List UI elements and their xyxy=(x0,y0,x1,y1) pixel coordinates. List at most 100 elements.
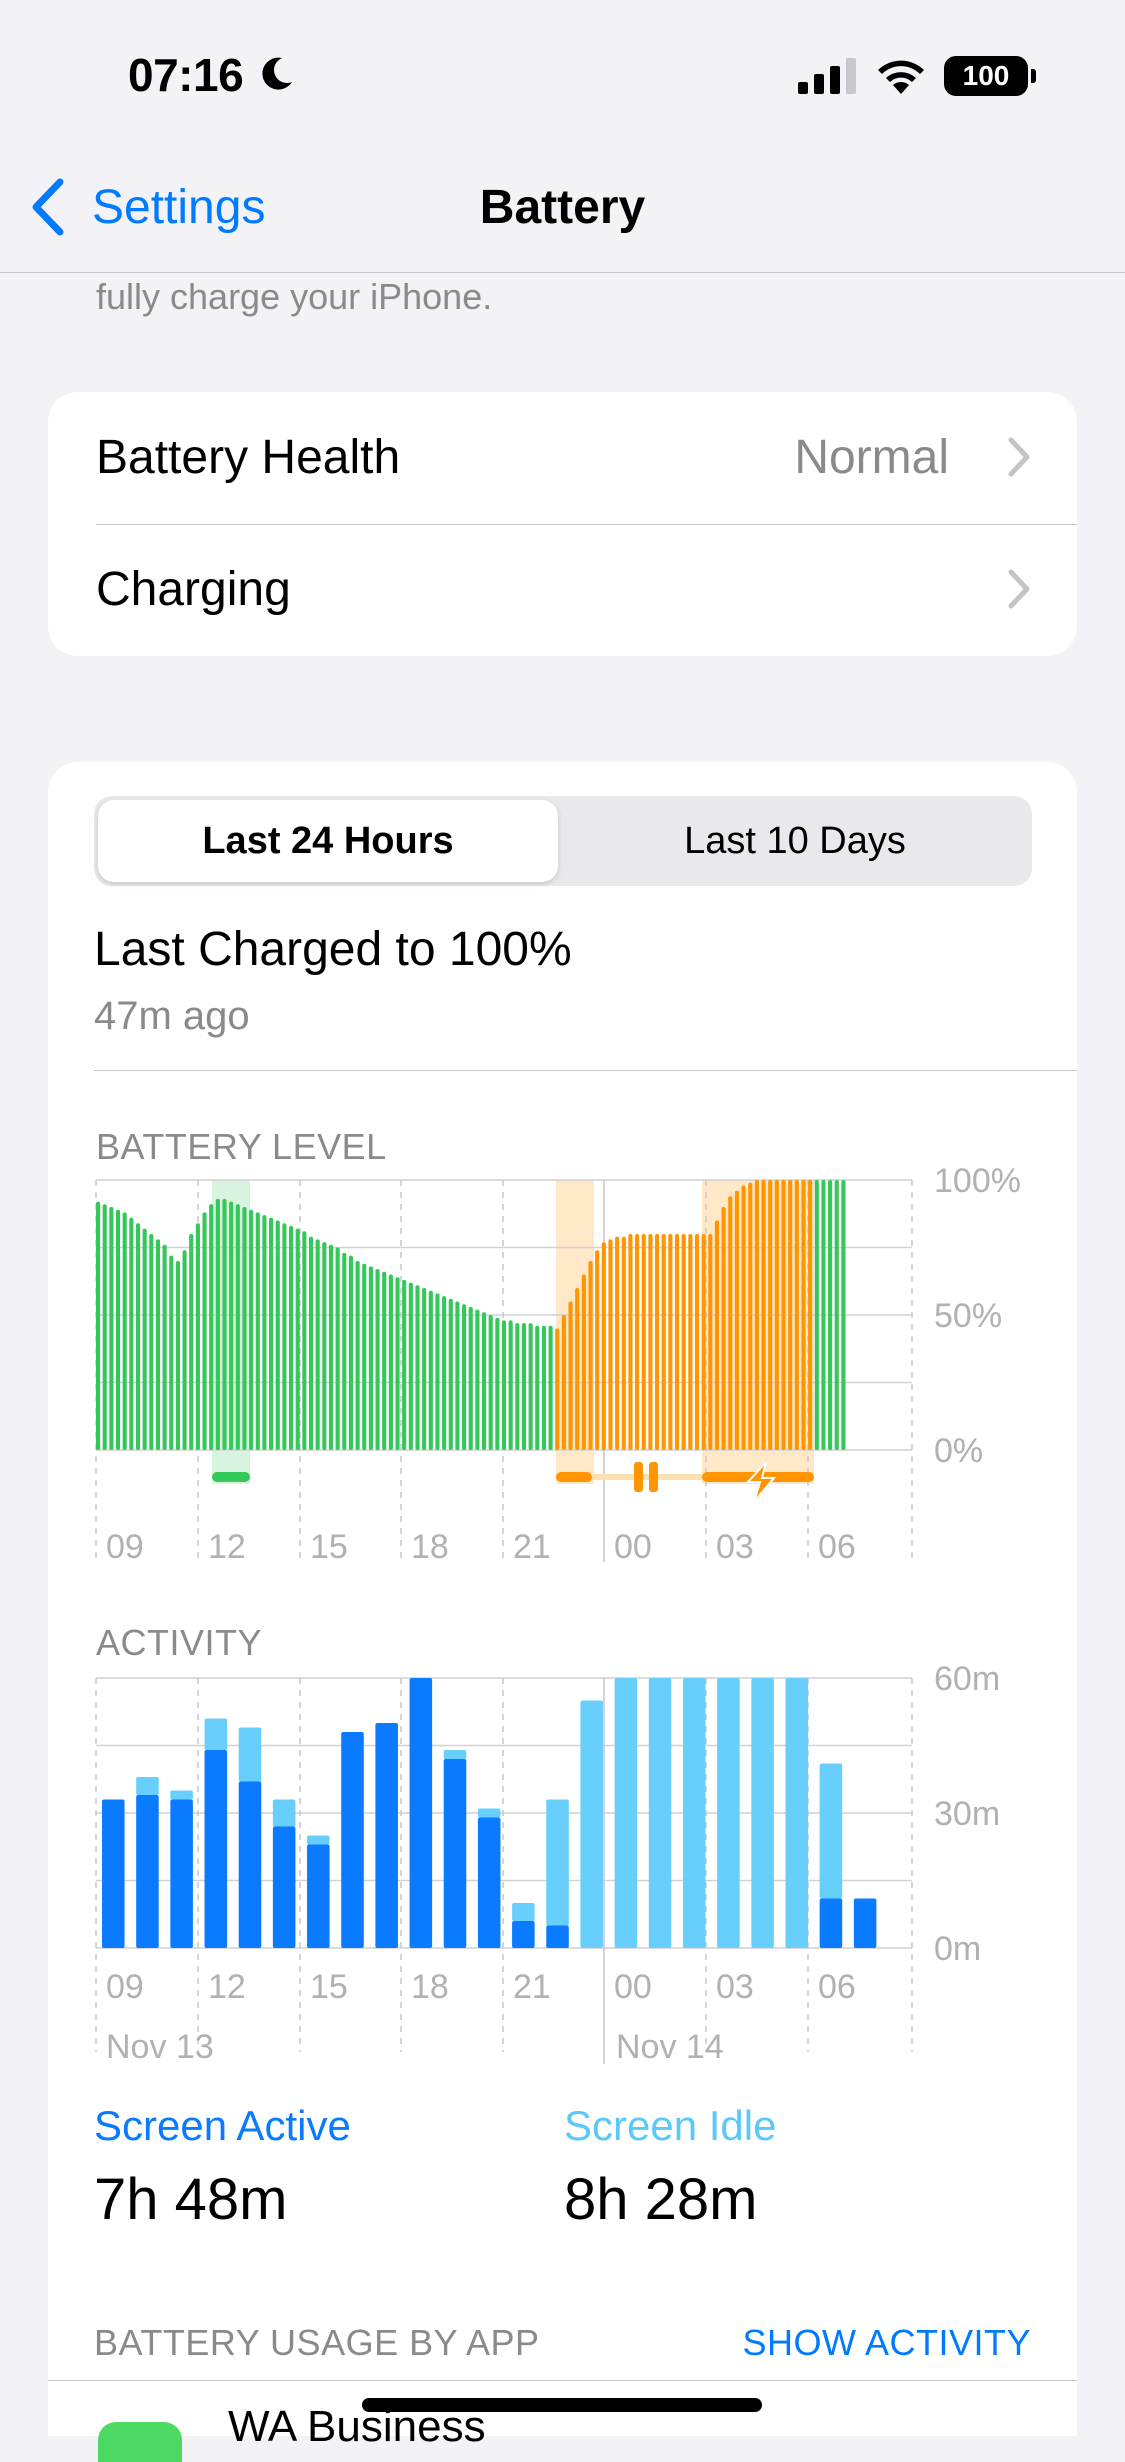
x-axis-label: 21 xyxy=(513,1968,551,2006)
battery-bar xyxy=(781,1180,786,1450)
activity-bar-idle xyxy=(580,1700,603,1948)
activity-bar-idle xyxy=(614,1678,638,1948)
battery-bar xyxy=(621,1236,626,1450)
activity-bar-idle xyxy=(819,1763,843,1899)
x-axis-label: 12 xyxy=(208,1528,246,1566)
activity-bar-active xyxy=(443,1759,467,1948)
battery-bar xyxy=(96,1201,101,1450)
battery-bar xyxy=(362,1263,367,1450)
battery-bar xyxy=(548,1325,553,1450)
x-axis-label: 18 xyxy=(411,1528,449,1566)
battery-bar xyxy=(595,1250,600,1450)
battery-bar xyxy=(568,1301,573,1450)
activity-bar-idle xyxy=(204,1718,228,1750)
screen-active-label: Screen Active xyxy=(94,2102,351,2149)
screen-idle-label: Screen Idle xyxy=(564,2102,777,2149)
battery-bar xyxy=(302,1231,307,1450)
battery-bar xyxy=(269,1217,274,1450)
activity-bar-idle xyxy=(512,1903,535,1921)
battery-bar xyxy=(674,1234,680,1450)
charge-segment xyxy=(556,1472,592,1482)
home-indicator xyxy=(362,2398,762,2412)
pause-icon xyxy=(649,1462,658,1492)
activity-bar-active xyxy=(409,1678,433,1948)
battery-bar xyxy=(821,1180,826,1450)
battery-bar xyxy=(149,1234,154,1450)
segment-last-10-days[interactable]: Last 10 Days xyxy=(684,820,906,862)
battery-bar xyxy=(734,1190,739,1450)
battery-bar xyxy=(648,1234,653,1450)
battery-bar xyxy=(415,1285,420,1450)
activity-bar-idle xyxy=(136,1777,159,1795)
activity-bar-idle xyxy=(785,1678,809,1948)
activity-bar-active xyxy=(204,1750,228,1948)
segment-last-24-hours[interactable]: Last 24 Hours xyxy=(202,820,454,862)
battery-health-row[interactable]: Battery Health Normal xyxy=(48,392,1077,524)
activity-label: ACTIVITY xyxy=(96,1622,263,1663)
back-button[interactable]: Settings xyxy=(92,181,266,234)
battery-bar xyxy=(714,1220,720,1450)
activity-bar-idle xyxy=(307,1835,330,1845)
x-axis-label: 00 xyxy=(614,1968,652,2006)
status-time: 07:16 xyxy=(128,49,244,101)
show-activity-button[interactable]: SHOW ACTIVITY xyxy=(742,2322,1031,2363)
battery-bar xyxy=(122,1212,127,1450)
battery-bar xyxy=(368,1266,373,1450)
battery-bar xyxy=(315,1239,320,1450)
battery-bar xyxy=(748,1182,753,1450)
battery-bar xyxy=(468,1306,473,1450)
battery-usage-card: Last 24 Hours Last 10 Days Last Charged … xyxy=(48,762,1077,2462)
battery-bar xyxy=(435,1293,440,1450)
charging-row[interactable]: Charging xyxy=(48,524,1077,656)
time-range-segmented-control: Last 24 Hours Last 10 Days xyxy=(94,796,1032,886)
battery-bar xyxy=(422,1288,427,1450)
battery-bar xyxy=(215,1198,220,1450)
activity-bar-idle xyxy=(751,1678,774,1948)
battery-bar xyxy=(462,1304,467,1450)
chevron-left-icon[interactable] xyxy=(24,172,72,242)
battery-bar xyxy=(688,1234,693,1450)
charging-label: Charging xyxy=(96,563,291,616)
activity-bar-active xyxy=(272,1826,296,1948)
battery-bar xyxy=(814,1180,819,1450)
chevron-right-icon xyxy=(1008,437,1030,477)
activity-bar-active xyxy=(853,1898,877,1948)
battery-bar xyxy=(788,1180,793,1450)
battery-bar xyxy=(115,1209,121,1450)
battery-bar xyxy=(229,1201,234,1450)
activity-chart[interactable]: 60m 30m 0m 09 12 15 18 21 00 03 06 Nov 13 Nov 14 xyxy=(48,762,1077,2082)
battery-bar xyxy=(129,1217,134,1450)
battery-bar xyxy=(541,1325,547,1450)
battery-level-chart[interactable]: 100% 50% 0% 09 12 15 18 21 00 03 06 xyxy=(48,762,1077,1582)
battery-bar xyxy=(102,1204,107,1450)
battery-bar xyxy=(801,1180,806,1450)
battery-bar xyxy=(828,1180,833,1450)
battery-bar xyxy=(808,1180,813,1450)
activity-bar-active xyxy=(102,1799,125,1948)
battery-bar xyxy=(249,1209,254,1450)
cellular-signal-icon xyxy=(798,58,856,94)
battery-bar xyxy=(708,1234,713,1450)
battery-bar xyxy=(322,1242,327,1450)
battery-bar xyxy=(395,1277,400,1450)
battery-bar xyxy=(388,1274,393,1450)
battery-usage-by-app-label: BATTERY USAGE BY APP xyxy=(94,2322,540,2363)
activity-bar-idle xyxy=(238,1727,262,1782)
screen-idle-value: 8h 28m xyxy=(564,2167,758,2232)
activity-bar-active xyxy=(307,1844,330,1948)
date-label: Nov 13 xyxy=(106,2028,214,2066)
battery-bar xyxy=(608,1239,613,1450)
section-divider xyxy=(94,1070,1077,1071)
battery-bar xyxy=(189,1234,194,1450)
activity-bar-active xyxy=(375,1723,398,1948)
battery-bar xyxy=(442,1296,447,1450)
battery-bar xyxy=(628,1234,633,1450)
y-axis-label: 0% xyxy=(934,1432,983,1470)
battery-bar xyxy=(109,1207,114,1450)
segment-selected-indicator xyxy=(98,800,558,882)
y-axis-label: 30m xyxy=(934,1795,1000,1833)
x-axis-label: 06 xyxy=(818,1528,856,1566)
battery-bar xyxy=(175,1261,180,1450)
wifi-icon xyxy=(878,60,924,94)
battery-bar xyxy=(528,1323,533,1450)
